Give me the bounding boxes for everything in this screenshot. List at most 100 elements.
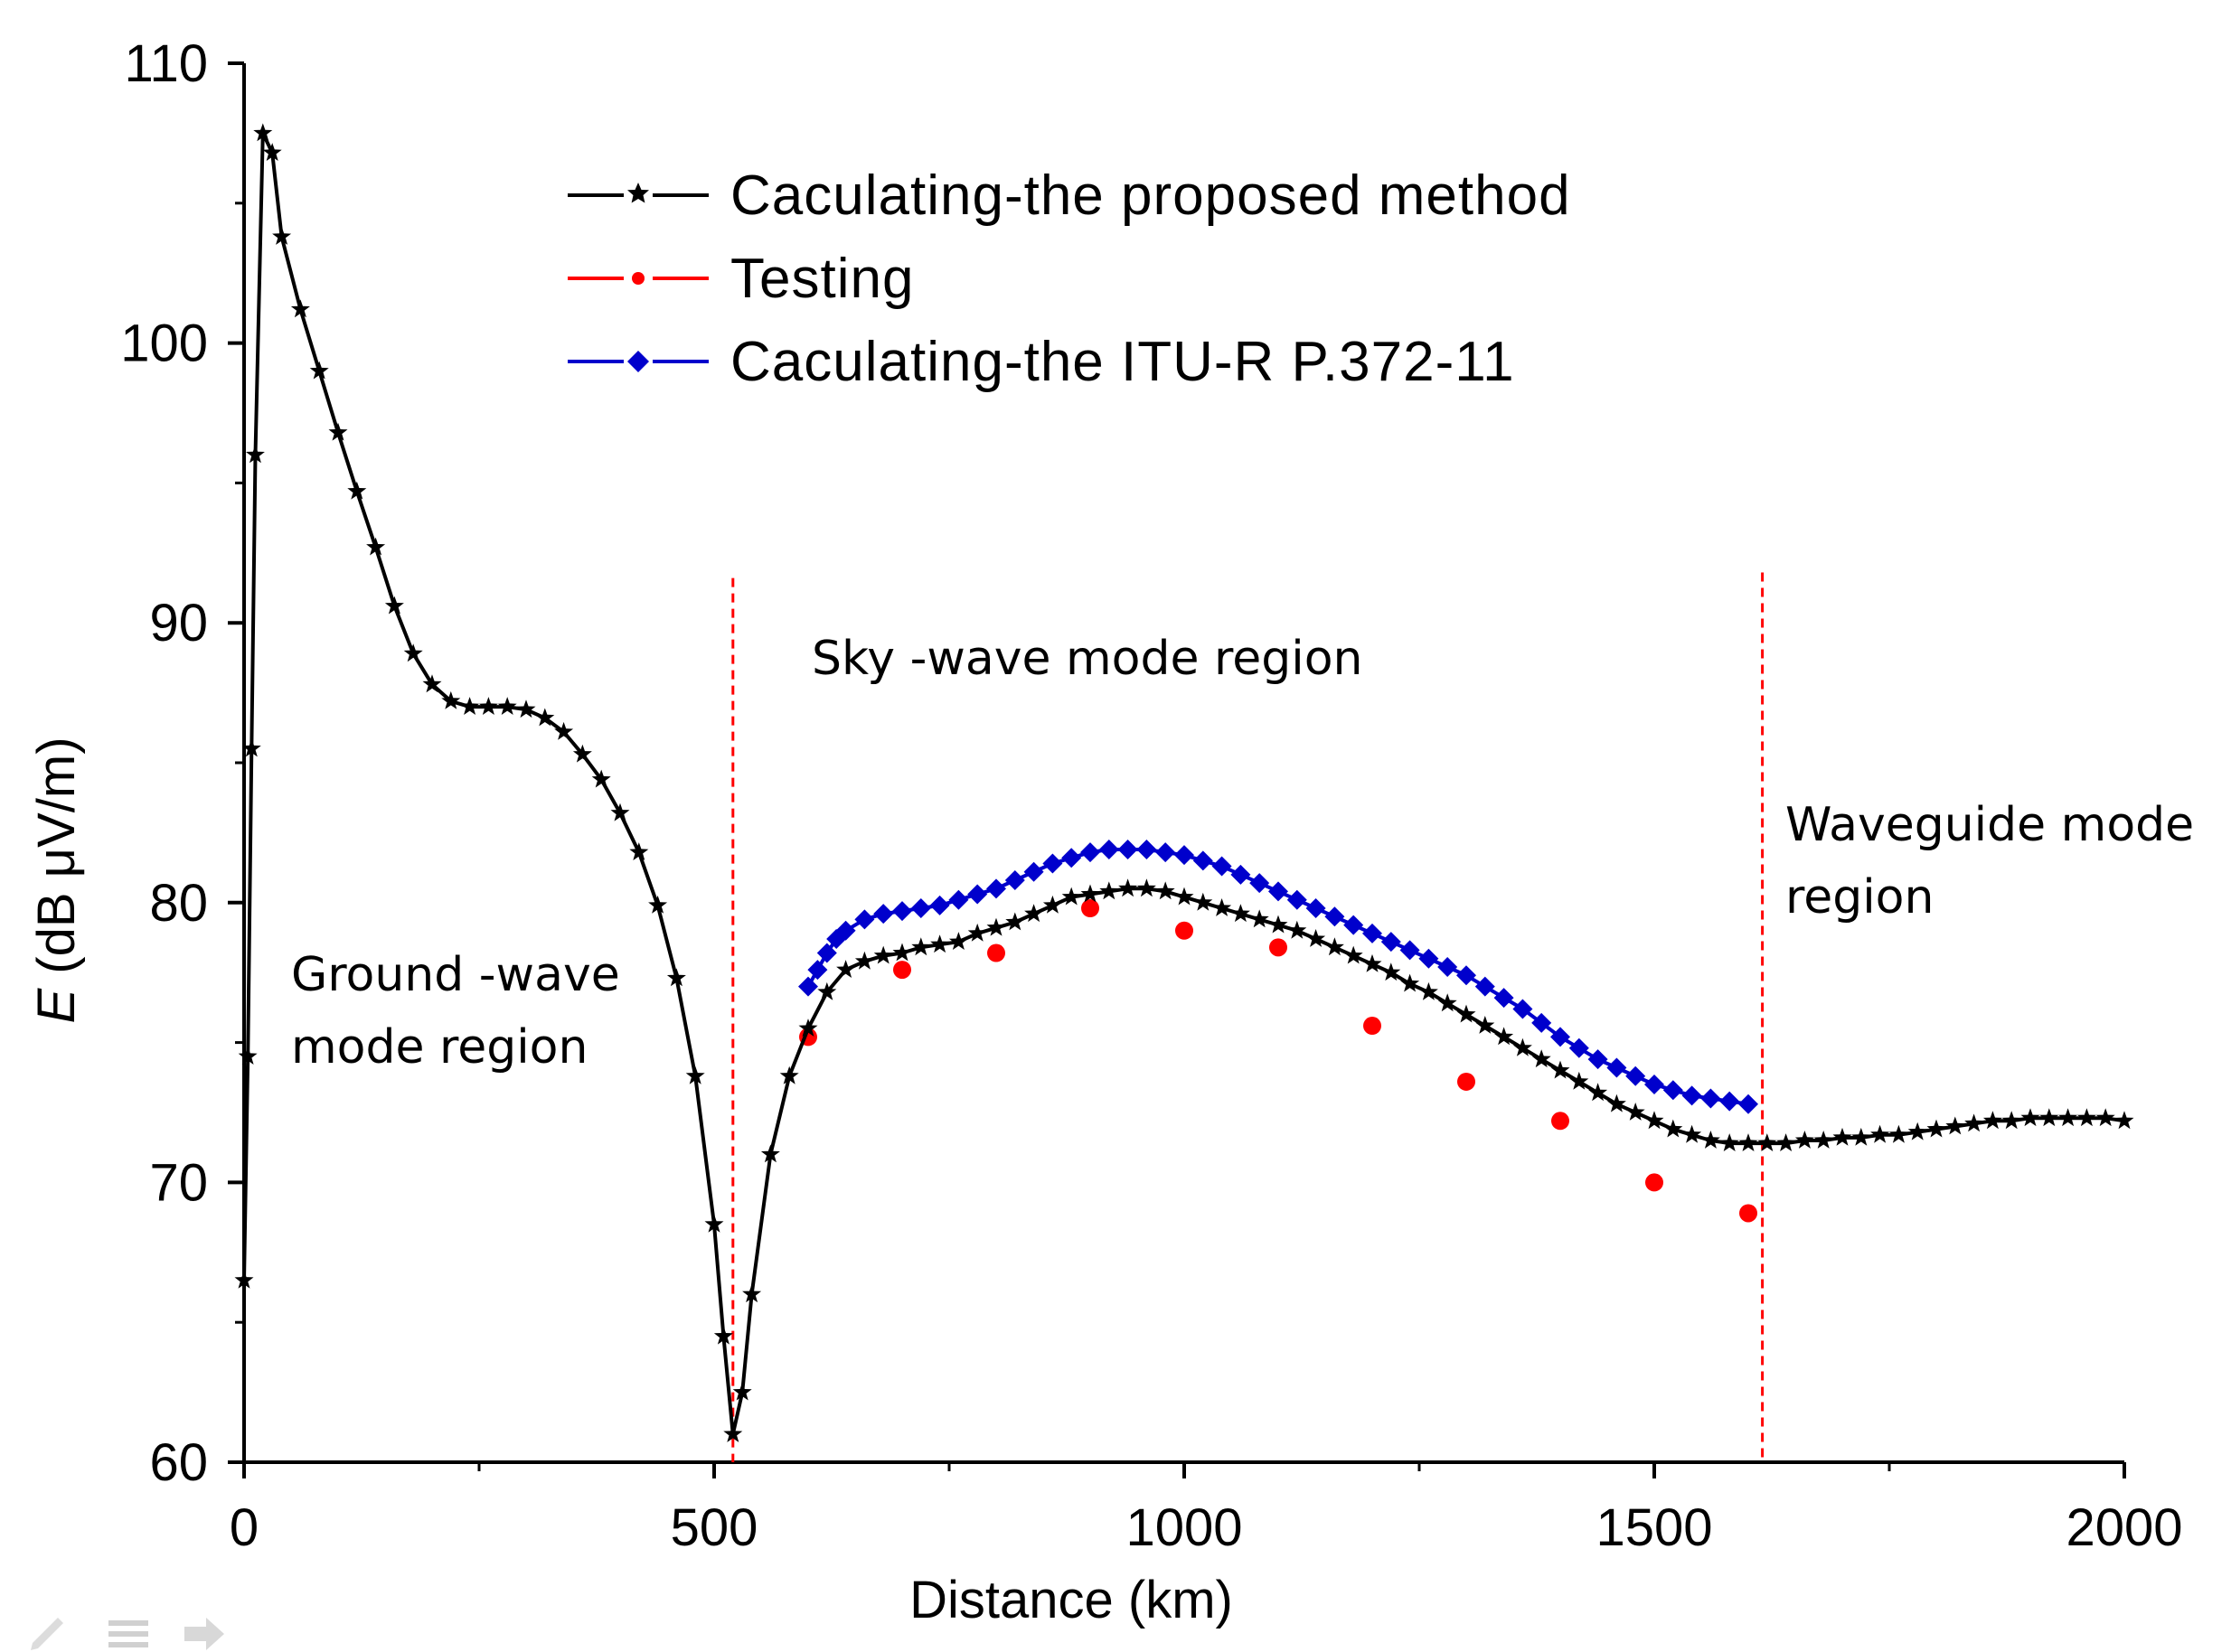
data-point-star (238, 1047, 258, 1065)
data-point-diamond (1380, 932, 1401, 953)
y-axis-title-symbol: E (27, 988, 86, 1024)
data-point-star (403, 643, 423, 662)
data-point-diamond (1098, 839, 1119, 859)
data-point-diamond (1268, 881, 1288, 902)
data-point-diamond (1512, 999, 1533, 1019)
y-axis-title-units: (dB μV/m) (27, 737, 86, 973)
data-point-star (967, 923, 987, 942)
data-point-star (1926, 1119, 1946, 1138)
data-point-star (2039, 1108, 2059, 1127)
data-point-star (422, 674, 442, 693)
data-point-star (1757, 1133, 1777, 1151)
data-point-diamond (929, 895, 950, 915)
data-point-star (234, 1270, 254, 1289)
data-point-star (1287, 920, 1307, 939)
data-point-star (1456, 1004, 1476, 1023)
data-point-star (1136, 878, 1156, 897)
data-point-dot (1739, 1204, 1757, 1223)
data-point-star (246, 445, 265, 464)
data-point-star (366, 537, 386, 556)
data-point-star (572, 744, 592, 763)
data-point-diamond (1493, 988, 1514, 1009)
data-point-diamond (1249, 873, 1270, 894)
data-point-diamond (835, 920, 856, 941)
data-point-diamond (1474, 976, 1495, 997)
data-point-star (1324, 937, 1344, 956)
data-point-star (1494, 1027, 1514, 1046)
legend-star-marker (627, 183, 649, 203)
series-testing (799, 898, 1757, 1223)
data-point-diamond (816, 943, 837, 963)
data-point-star (1832, 1127, 1852, 1146)
legend-label-itu: Caculating-the ITU-R P.372-11 (730, 331, 1515, 393)
data-point-diamond (1042, 853, 1063, 874)
data-point-diamond (910, 897, 931, 918)
data-point-star (1719, 1133, 1739, 1151)
data-point-star (704, 1214, 724, 1233)
data-point-star (290, 299, 310, 318)
data-point-diamond (1230, 864, 1251, 885)
data-point-star (610, 803, 630, 821)
y-tick-label: 110 (125, 34, 208, 93)
data-point-diamond (1399, 940, 1420, 961)
data-point-star (1418, 981, 1438, 1000)
data-point-star (1005, 912, 1025, 931)
data-point-diamond (1738, 1094, 1758, 1114)
data-point-diamond (948, 889, 969, 910)
data-point-star (272, 227, 292, 245)
data-point-diamond (967, 884, 988, 905)
data-point-star (1606, 1094, 1626, 1112)
x-axis-title: Distance (km) (909, 1571, 1233, 1629)
tick-labels: 0 500 1000 1500 2000 60 70 80 90 100 110 (120, 34, 2182, 1557)
data-point-star (742, 1284, 762, 1303)
data-point-star (873, 945, 893, 964)
data-point-diamond (1606, 1057, 1627, 1078)
menu-icon[interactable] (108, 1620, 148, 1647)
arrow-right-icon[interactable] (184, 1618, 224, 1650)
data-point-dot (1457, 1072, 1475, 1091)
data-point-star (1550, 1060, 1570, 1079)
data-point-star (591, 769, 611, 788)
data-point-star (1230, 904, 1250, 923)
data-point-star (1982, 1111, 2002, 1130)
data-point-diamond (1211, 856, 1232, 877)
data-point-diamond (1136, 839, 1157, 859)
pencil-icon[interactable] (31, 1618, 63, 1650)
data-point-star (1569, 1071, 1589, 1090)
data-point-diamond (798, 976, 818, 997)
data-point-star (1776, 1133, 1796, 1151)
y-tick-label: 60 (149, 1433, 208, 1492)
data-point-star (930, 934, 950, 953)
data-point-star (1588, 1083, 1608, 1102)
x-tick-label: 500 (671, 1498, 758, 1557)
data-point-star (836, 960, 856, 978)
data-point-star (1945, 1116, 1965, 1135)
data-point-star (1155, 881, 1175, 900)
data-point-dot (1363, 1017, 1381, 1036)
data-point-diamond (1531, 1012, 1552, 1033)
data-point-star (241, 738, 261, 757)
data-point-star (1249, 909, 1269, 928)
data-point-star (648, 895, 668, 914)
data-point-diamond (873, 904, 894, 925)
data-point-star (1531, 1049, 1551, 1068)
data-point-star (1813, 1131, 1833, 1149)
legend-entry-proposed: Caculating-the proposed method (568, 164, 1570, 227)
data-point-star (1512, 1037, 1532, 1056)
data-point-star (1437, 993, 1457, 1012)
data-point-diamond (1305, 897, 1326, 918)
legend: Caculating-the proposed method Testing C… (568, 164, 1570, 393)
data-point-star (1381, 962, 1401, 981)
data-point-star (1174, 887, 1194, 906)
data-point-star (2001, 1111, 2021, 1130)
data-point-diamond (1117, 839, 1138, 859)
data-point-star (1682, 1124, 1702, 1143)
data-point-diamond (1080, 842, 1100, 863)
data-point-star (262, 143, 282, 161)
data-point-dot (1645, 1173, 1663, 1192)
data-point-star (986, 917, 1006, 936)
x-tick-label: 1500 (1596, 1498, 1712, 1557)
legend-entry-itu: Caculating-the ITU-R P.372-11 (568, 331, 1515, 393)
data-point-star (2076, 1108, 2096, 1127)
data-point-star (2095, 1108, 2115, 1127)
